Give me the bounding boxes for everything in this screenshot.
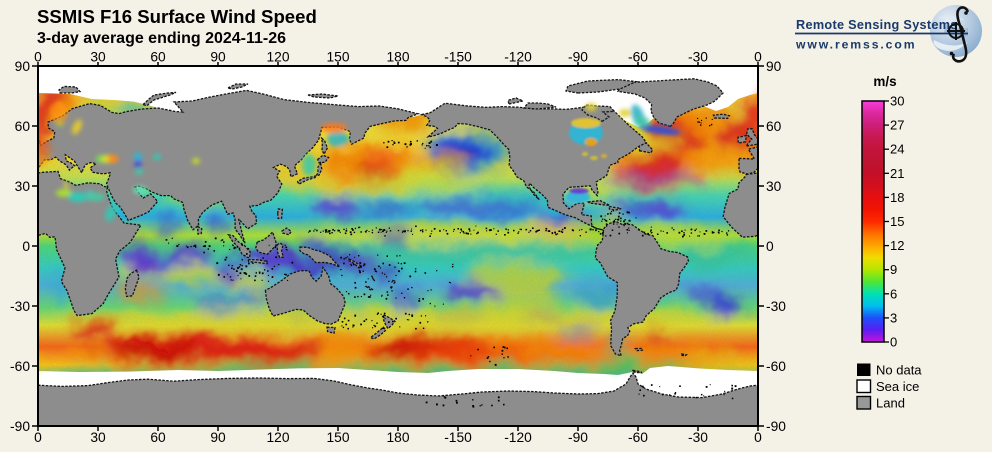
svg-text:0: 0 (754, 50, 762, 65)
svg-text:27: 27 (890, 118, 904, 133)
svg-text:-150: -150 (444, 50, 472, 65)
svg-text:150: 150 (326, 50, 349, 65)
svg-text:No data: No data (876, 363, 922, 378)
svg-text:90: 90 (210, 50, 226, 65)
svg-text:12: 12 (890, 238, 904, 253)
svg-text:6: 6 (890, 286, 897, 301)
svg-text:30: 30 (90, 430, 106, 445)
svg-text:-60: -60 (10, 359, 30, 374)
svg-text:0: 0 (766, 239, 774, 254)
svg-text:-90: -90 (568, 50, 588, 65)
svg-text:-60: -60 (628, 430, 648, 445)
svg-text:-30: -30 (688, 430, 708, 445)
svg-text:-90: -90 (766, 419, 786, 434)
svg-text:Remote Sensing Systems: Remote Sensing Systems (796, 18, 958, 32)
svg-text:m/s: m/s (873, 74, 896, 89)
svg-text:-120: -120 (504, 50, 532, 65)
svg-text:24: 24 (890, 142, 904, 157)
svg-text:-60: -60 (628, 50, 648, 65)
svg-text:-90: -90 (10, 419, 30, 434)
svg-text:30: 30 (15, 179, 31, 194)
svg-text:0: 0 (890, 335, 897, 350)
svg-text:SSMIS F16 Surface Wind Speed: SSMIS F16 Surface Wind Speed (37, 6, 317, 27)
svg-text:21: 21 (890, 166, 904, 181)
svg-text:90: 90 (15, 59, 31, 74)
svg-text:60: 60 (15, 119, 31, 134)
svg-text:-90: -90 (568, 430, 588, 445)
svg-text:-120: -120 (504, 430, 532, 445)
svg-text:120: 120 (266, 50, 289, 65)
svg-text:60: 60 (150, 50, 166, 65)
svg-text:www.remss.com: www.remss.com (795, 38, 916, 52)
svg-text:3-day average ending 2024-11-2: 3-day average ending 2024-11-26 (37, 30, 286, 47)
svg-text:-30: -30 (766, 299, 786, 314)
svg-text:30: 30 (90, 50, 106, 65)
svg-text:150: 150 (326, 430, 349, 445)
svg-text:Sea ice: Sea ice (876, 379, 919, 394)
svg-text:-150: -150 (444, 430, 472, 445)
svg-text:0: 0 (754, 430, 762, 445)
svg-text:-30: -30 (10, 299, 30, 314)
svg-text:15: 15 (890, 214, 904, 229)
svg-text:-30: -30 (688, 50, 708, 65)
svg-text:30: 30 (890, 94, 904, 109)
svg-text:60: 60 (766, 119, 782, 134)
svg-text:180: 180 (386, 50, 409, 65)
svg-text:90: 90 (210, 430, 226, 445)
svg-text:Land: Land (876, 396, 905, 411)
svg-text:30: 30 (766, 179, 782, 194)
svg-text:0: 0 (22, 239, 30, 254)
svg-text:60: 60 (150, 430, 166, 445)
svg-text:3: 3 (890, 310, 897, 325)
svg-text:9: 9 (890, 262, 897, 277)
svg-text:120: 120 (266, 430, 289, 445)
svg-text:-60: -60 (766, 359, 786, 374)
svg-text:180: 180 (386, 430, 409, 445)
svg-text:0: 0 (34, 430, 42, 445)
svg-text:18: 18 (890, 190, 904, 205)
svg-text:0: 0 (34, 50, 42, 65)
svg-text:90: 90 (766, 59, 782, 74)
